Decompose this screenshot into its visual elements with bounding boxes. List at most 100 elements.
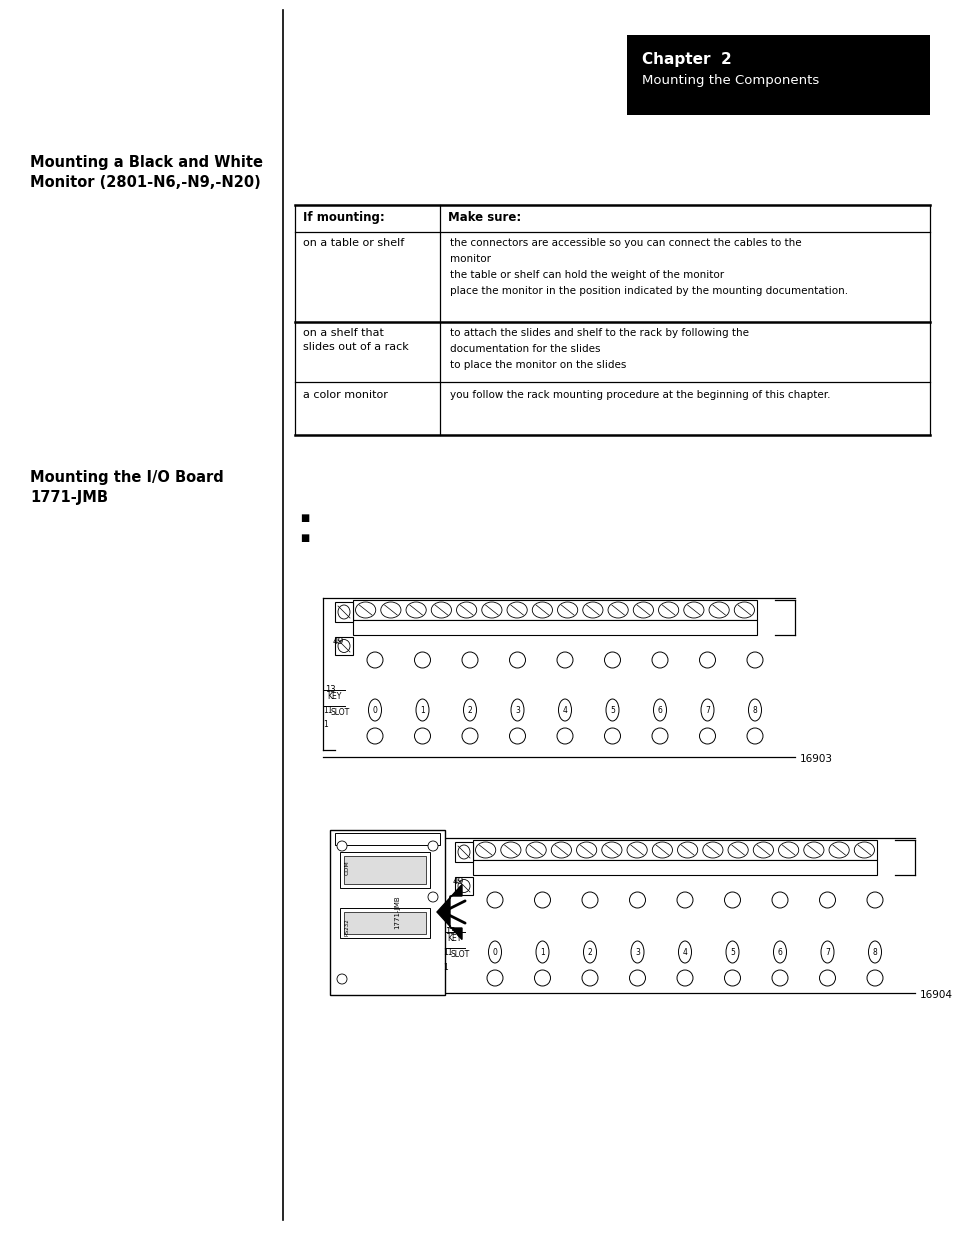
Text: 1: 1: [323, 720, 328, 729]
Circle shape: [771, 969, 787, 986]
Text: 0: 0: [373, 706, 377, 715]
Ellipse shape: [708, 601, 728, 618]
Text: 8: 8: [872, 948, 877, 957]
Text: Mounting the Components: Mounting the Components: [641, 74, 819, 86]
Text: Chapter  2: Chapter 2: [641, 52, 731, 67]
Circle shape: [509, 727, 525, 743]
Ellipse shape: [821, 941, 833, 963]
Bar: [335, 637, 353, 655]
Text: 4: 4: [681, 948, 687, 957]
Ellipse shape: [683, 601, 703, 618]
Ellipse shape: [677, 842, 697, 858]
Bar: [344, 856, 426, 884]
Circle shape: [581, 892, 598, 908]
Circle shape: [866, 892, 882, 908]
Ellipse shape: [773, 941, 785, 963]
Text: 11: 11: [323, 706, 333, 715]
Ellipse shape: [557, 601, 578, 618]
Ellipse shape: [700, 699, 713, 721]
Ellipse shape: [337, 605, 350, 619]
Ellipse shape: [658, 601, 678, 618]
Circle shape: [367, 652, 382, 668]
Ellipse shape: [633, 601, 653, 618]
Circle shape: [651, 727, 667, 743]
Ellipse shape: [652, 842, 672, 858]
Circle shape: [819, 969, 835, 986]
Ellipse shape: [488, 941, 501, 963]
Circle shape: [629, 969, 645, 986]
Text: 49: 49: [453, 877, 464, 885]
Text: 7: 7: [824, 948, 829, 957]
Ellipse shape: [558, 699, 571, 721]
Ellipse shape: [368, 699, 381, 721]
Text: 3: 3: [635, 948, 639, 957]
Bar: [455, 877, 473, 895]
Text: ■: ■: [299, 534, 309, 543]
Ellipse shape: [583, 941, 596, 963]
Ellipse shape: [525, 842, 546, 858]
Circle shape: [651, 652, 667, 668]
Bar: [335, 601, 353, 622]
Text: KEY: KEY: [447, 934, 461, 944]
Bar: [473, 840, 876, 860]
Text: 1: 1: [442, 963, 447, 972]
Ellipse shape: [416, 699, 429, 721]
Text: the connectors are accessible so you can connect the cables to the: the connectors are accessible so you can…: [450, 238, 801, 248]
Ellipse shape: [582, 601, 602, 618]
Text: to place the monitor on the slides: to place the monitor on the slides: [450, 359, 626, 370]
Circle shape: [509, 652, 525, 668]
Circle shape: [557, 652, 573, 668]
Ellipse shape: [576, 842, 596, 858]
Ellipse shape: [511, 699, 523, 721]
Ellipse shape: [457, 845, 470, 860]
Text: 2: 2: [587, 948, 592, 957]
Circle shape: [866, 969, 882, 986]
Ellipse shape: [605, 699, 618, 721]
Circle shape: [428, 841, 437, 851]
Circle shape: [677, 892, 692, 908]
Circle shape: [461, 652, 477, 668]
Ellipse shape: [475, 842, 496, 858]
Text: 5: 5: [729, 948, 734, 957]
Circle shape: [746, 727, 762, 743]
Ellipse shape: [380, 601, 400, 618]
Ellipse shape: [678, 941, 691, 963]
Text: SLOT: SLOT: [451, 950, 470, 960]
Ellipse shape: [337, 640, 350, 652]
Text: 13: 13: [325, 685, 335, 694]
Ellipse shape: [463, 699, 476, 721]
Circle shape: [336, 841, 347, 851]
Ellipse shape: [457, 879, 470, 893]
Ellipse shape: [653, 699, 666, 721]
Text: to attach the slides and shelf to the rack by following the: to attach the slides and shelf to the ra…: [450, 329, 748, 338]
Text: Monitor (2801-N6,-N9,-N20): Monitor (2801-N6,-N9,-N20): [30, 175, 260, 190]
Text: 2: 2: [467, 706, 472, 715]
Text: 6: 6: [777, 948, 781, 957]
Text: 11: 11: [442, 948, 452, 957]
Text: monitor: monitor: [450, 254, 491, 264]
Text: 0: 0: [492, 948, 497, 957]
Text: 13: 13: [444, 927, 456, 936]
Circle shape: [604, 652, 619, 668]
Bar: [626, 35, 929, 115]
Text: the table or shelf can hold the weight of the monitor: the table or shelf can hold the weight o…: [450, 270, 723, 280]
Text: 1771-JMB: 1771-JMB: [394, 895, 399, 929]
Text: ■: ■: [299, 513, 309, 522]
Ellipse shape: [607, 601, 628, 618]
Text: 3: 3: [515, 706, 519, 715]
Text: 6: 6: [657, 706, 661, 715]
Ellipse shape: [355, 601, 375, 618]
Circle shape: [819, 892, 835, 908]
Text: KEY: KEY: [327, 692, 341, 701]
Ellipse shape: [630, 941, 643, 963]
Bar: [339, 908, 430, 939]
Ellipse shape: [536, 941, 548, 963]
Ellipse shape: [532, 601, 552, 618]
Ellipse shape: [626, 842, 646, 858]
Ellipse shape: [431, 601, 451, 618]
Ellipse shape: [456, 601, 476, 618]
Text: on a table or shelf: on a table or shelf: [303, 238, 404, 248]
Ellipse shape: [748, 699, 760, 721]
FancyArrow shape: [436, 884, 461, 940]
Text: 5: 5: [609, 706, 615, 715]
